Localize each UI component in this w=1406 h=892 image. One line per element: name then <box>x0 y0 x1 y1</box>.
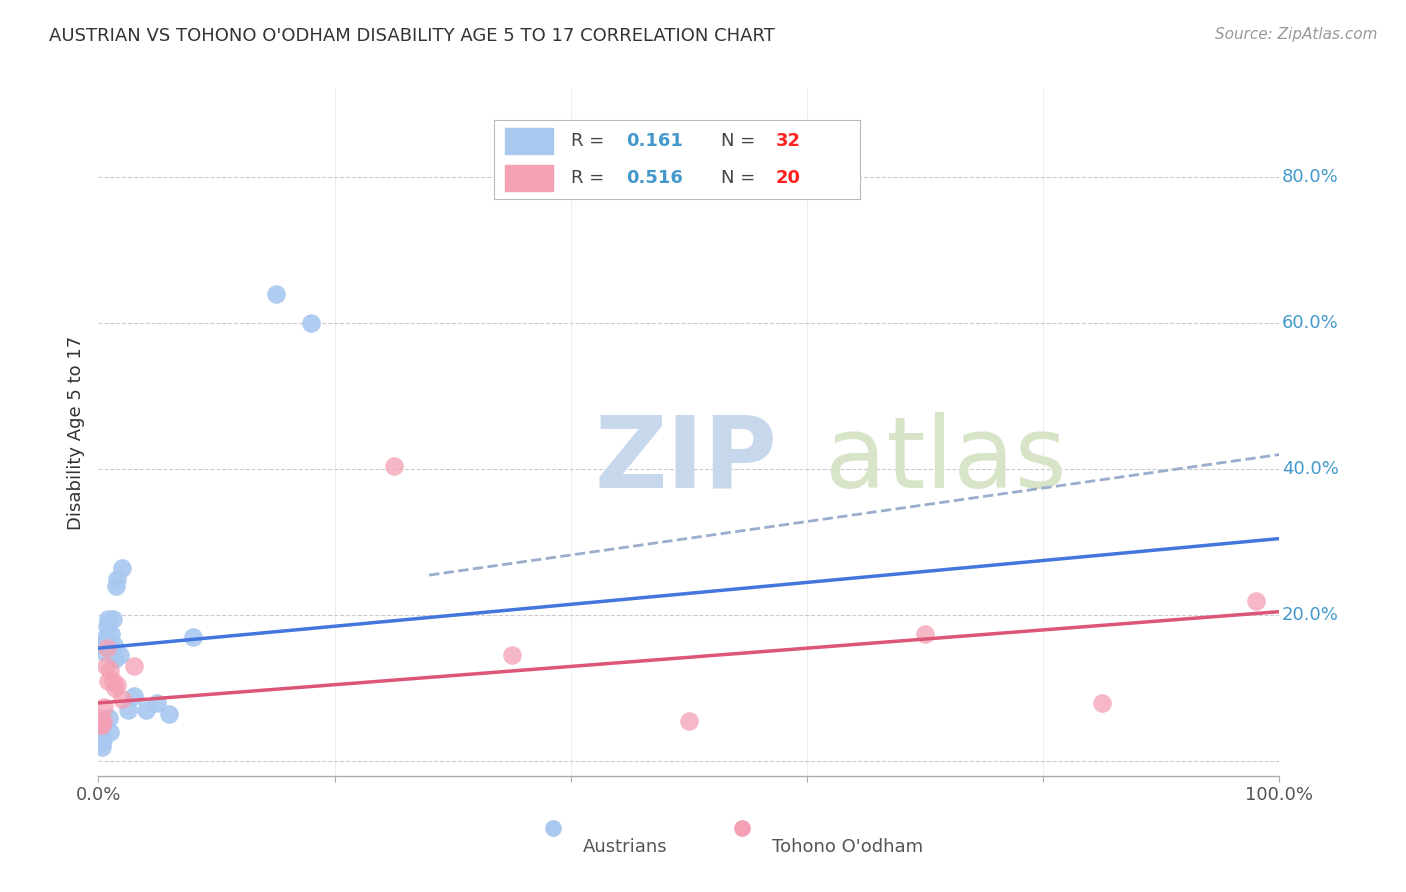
Point <box>100 626 122 640</box>
Point <box>97 674 120 689</box>
Point <box>91 718 114 732</box>
Point <box>94 630 117 644</box>
Point <box>97 612 120 626</box>
Text: ZIP: ZIP <box>595 411 778 508</box>
Point <box>104 681 127 696</box>
Point <box>146 696 169 710</box>
Text: atlas: atlas <box>825 411 1066 508</box>
Point <box>91 729 114 743</box>
Point <box>382 458 405 473</box>
Point <box>264 286 287 301</box>
Point <box>101 612 124 626</box>
Text: AUSTRIAN VS TOHONO O'ODHAM DISABILITY AGE 5 TO 17 CORRELATION CHART: AUSTRIAN VS TOHONO O'ODHAM DISABILITY AG… <box>49 27 775 45</box>
Point <box>96 619 118 633</box>
Point <box>299 316 322 330</box>
Point <box>1091 696 1114 710</box>
Point <box>157 706 180 721</box>
Point <box>90 725 112 739</box>
Point <box>89 718 111 732</box>
Point <box>93 699 115 714</box>
Point <box>111 561 134 575</box>
Point <box>90 710 112 724</box>
Point <box>501 648 523 663</box>
Text: Austrians: Austrians <box>582 838 668 855</box>
Point <box>101 674 124 689</box>
Point <box>105 579 128 593</box>
Text: 60.0%: 60.0% <box>1282 314 1339 332</box>
Point <box>93 638 115 652</box>
Point <box>122 659 145 673</box>
Point <box>91 739 114 754</box>
Point <box>105 572 128 586</box>
Text: 80.0%: 80.0% <box>1282 168 1339 186</box>
Point <box>90 718 112 732</box>
Point <box>93 645 115 659</box>
Point <box>91 714 114 729</box>
Point <box>98 710 121 724</box>
Point <box>1244 593 1267 607</box>
Text: Tohono O'odham: Tohono O'odham <box>772 838 922 855</box>
Point <box>111 692 134 706</box>
Point <box>98 725 121 739</box>
Point <box>678 714 700 729</box>
Text: 40.0%: 40.0% <box>1282 460 1339 478</box>
Point <box>914 626 936 640</box>
Point <box>122 689 145 703</box>
Text: 20.0%: 20.0% <box>1282 607 1339 624</box>
Point <box>108 648 131 663</box>
Point <box>98 663 121 677</box>
Point <box>117 703 139 717</box>
Point <box>103 638 125 652</box>
Text: Source: ZipAtlas.com: Source: ZipAtlas.com <box>1215 27 1378 42</box>
Point <box>104 652 127 666</box>
Point <box>135 703 157 717</box>
Point <box>91 732 114 747</box>
Y-axis label: Disability Age 5 to 17: Disability Age 5 to 17 <box>66 335 84 530</box>
Point <box>96 633 118 648</box>
Point <box>89 736 111 750</box>
Point <box>96 641 118 656</box>
Point <box>94 659 117 673</box>
Point <box>105 678 128 692</box>
Point <box>91 718 114 732</box>
Point <box>181 630 204 644</box>
Point <box>89 732 111 747</box>
